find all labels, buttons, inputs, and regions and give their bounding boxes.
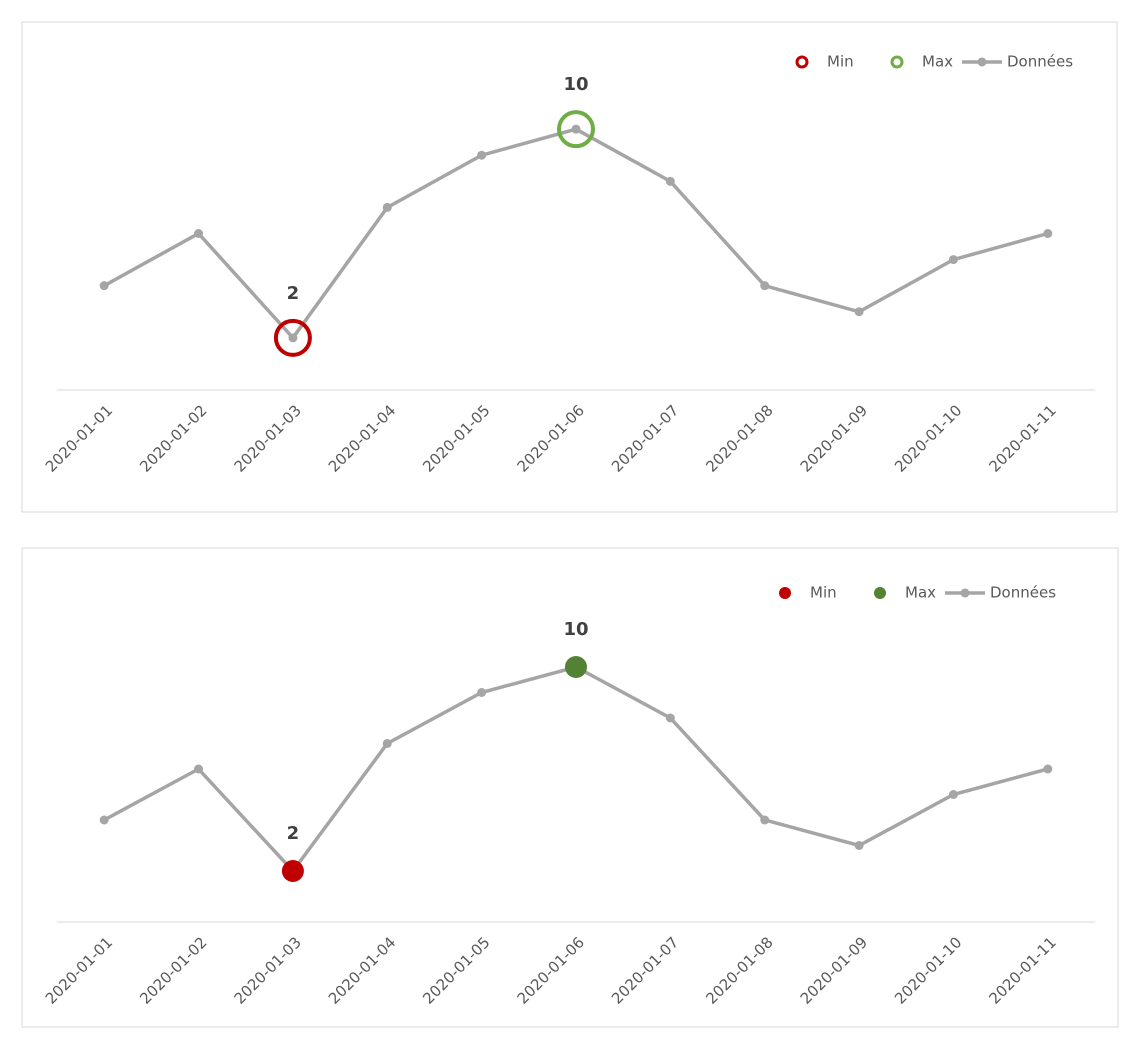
- legend-swatch: [874, 587, 886, 599]
- data-label: 10: [563, 74, 588, 95]
- data-label: 2: [287, 823, 300, 844]
- data-point: [1043, 764, 1053, 774]
- legend-swatch: [779, 587, 791, 599]
- legend-swatch: [890, 55, 904, 69]
- extreme-marker: [557, 110, 595, 149]
- legend-label: Min: [810, 584, 837, 602]
- data-point: [194, 229, 204, 238]
- data-point: [571, 124, 581, 134]
- data-point: [99, 815, 109, 825]
- data-point: [477, 688, 487, 697]
- data-point: [1043, 229, 1053, 238]
- data-point: [665, 176, 675, 186]
- extreme-marker: [565, 656, 587, 678]
- data-point: [760, 281, 770, 291]
- data-point: [665, 713, 675, 723]
- data-point: [477, 150, 487, 160]
- legend-label: Max: [922, 53, 953, 71]
- data-point: [382, 202, 392, 212]
- legend-label: Données: [990, 584, 1056, 602]
- legend-swatch: [977, 57, 987, 67]
- data-label: 2: [287, 283, 300, 304]
- data-point: [99, 281, 109, 291]
- legend-swatch: [960, 588, 970, 598]
- data-point: [854, 307, 864, 317]
- extreme-marker: [273, 318, 312, 357]
- data-point: [948, 255, 958, 265]
- chart-frame: [21, 547, 1119, 1028]
- extreme-marker: [281, 860, 304, 882]
- data-point: [194, 764, 204, 774]
- data-point: [382, 739, 392, 748]
- data-point: [288, 333, 298, 343]
- legend-label: Min: [827, 53, 854, 71]
- legend-label: Données: [1007, 53, 1073, 71]
- legend-label: Max: [905, 584, 936, 602]
- legend-swatch: [795, 55, 809, 69]
- data-point: [760, 815, 770, 825]
- data-point: [854, 841, 864, 850]
- data-label: 10: [563, 619, 588, 640]
- data-point: [948, 790, 958, 799]
- chart-frame: [21, 21, 1118, 513]
